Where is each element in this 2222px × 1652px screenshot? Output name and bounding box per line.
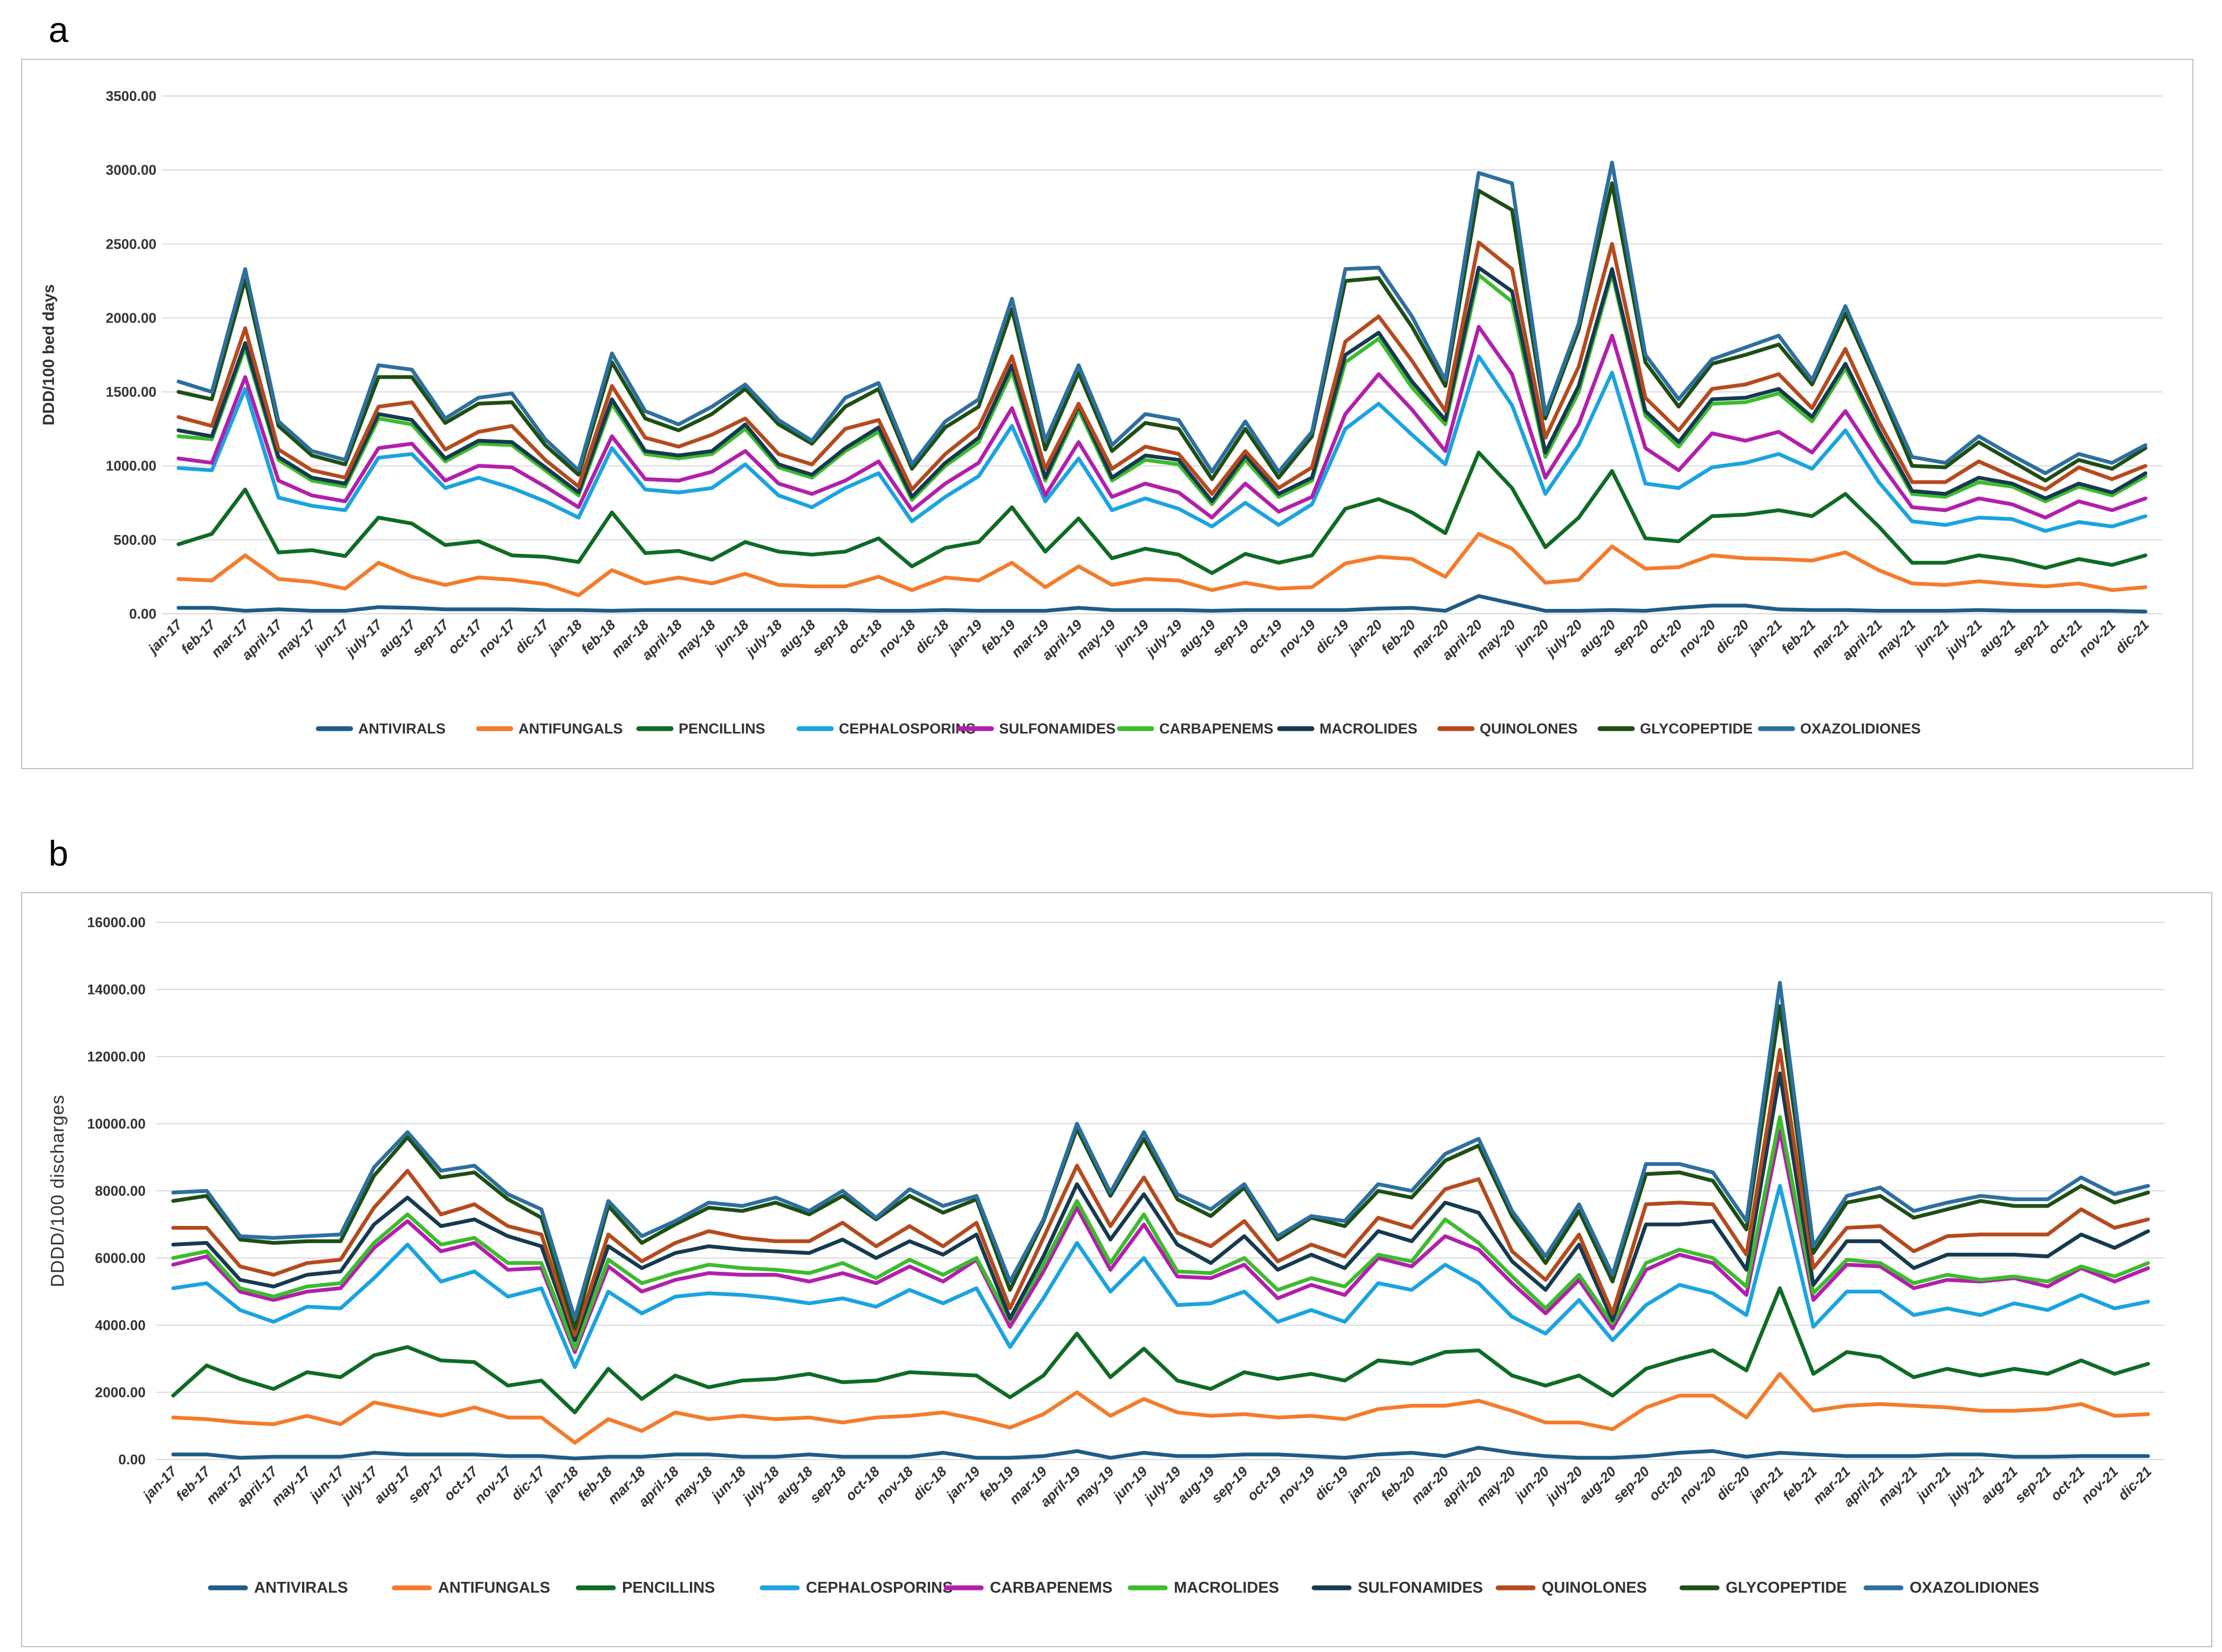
series-line-quinolones <box>171 1048 2150 1338</box>
y-tick-label: 3000.00 <box>106 162 156 178</box>
legend-item: OXAZOLIDIONES <box>1863 1579 2039 1596</box>
legend-item: MACROLIDES <box>1277 721 1418 737</box>
legend-item: CEPHALOSPORINS <box>760 1579 953 1596</box>
legend-label: MACROLIDES <box>1319 721 1418 737</box>
legend-item: CARBAPENEMS <box>1117 721 1274 737</box>
legend-label: GLYCOPEPTIDE <box>1640 721 1753 737</box>
series-line-quinolones <box>176 241 2148 496</box>
legend-label: ANTIFUNGALS <box>518 721 623 737</box>
legend-item: ANTIFUNGALS <box>476 721 623 737</box>
legend-item: MACROLIDES <box>1127 1579 1279 1596</box>
legend-item: CEPHALOSPORINS <box>796 721 976 737</box>
legend-label: ANTIVIRALS <box>358 721 446 737</box>
y-tick-label: 4000.00 <box>95 1317 146 1333</box>
y-tick-label: 14000.00 <box>87 982 146 998</box>
legend-label: OXAZOLIDIONES <box>1910 1579 2039 1596</box>
legend-label: ANTIVIRALS <box>254 1579 348 1596</box>
legend-item: PENCILLINS <box>576 1579 715 1596</box>
series-line-antifungals <box>176 532 2148 598</box>
legend-label: PENCILLINS <box>679 721 765 737</box>
series-line-glycopeptide <box>176 181 2148 483</box>
y-tick-label: 0.00 <box>118 1451 146 1468</box>
series-line-glycopeptide <box>171 1004 2150 1331</box>
y-axis-title: DDD/100 bed days <box>40 284 58 426</box>
legend-label: CARBAPENEMS <box>1159 721 1274 737</box>
legend: ANTIVIRALS ANTIFUNGALS PENCILLINS CEPHALOSP… <box>316 721 1921 737</box>
legend-label: GLYCOPEPTIDE <box>1726 1579 1847 1596</box>
y-tick-label: 12000.00 <box>87 1048 146 1065</box>
series-line-oxazolidiones <box>176 160 2148 475</box>
legend-label: CEPHALOSPORINS <box>839 721 976 737</box>
legend-item: QUINOLONES <box>1495 1579 1647 1596</box>
y-tick-label: 2500.00 <box>106 236 156 252</box>
legend-label: OXAZOLIDIONES <box>1800 721 1921 737</box>
series-line-cephalosporins <box>171 1184 2150 1369</box>
y-tick-label: 10000.00 <box>87 1116 146 1132</box>
series-line-pencillins <box>176 450 2148 575</box>
series-line-macrolides <box>176 265 2148 503</box>
legend: ANTIVIRALS ANTIFUNGALS PENCILLINS CEPHALOSP… <box>208 1579 2039 1596</box>
series-line-cephalosporins <box>176 354 2148 533</box>
y-tick-label: 2000.00 <box>95 1384 146 1401</box>
legend-item: SULFONAMIDES <box>1311 1579 1483 1596</box>
legend-label: SULFONAMIDES <box>1358 1579 1483 1596</box>
legend-item: GLYCOPEPTIDE <box>1679 1579 1847 1596</box>
y-tick-label: 16000.00 <box>87 914 146 930</box>
legend-label: SULFONAMIDES <box>999 721 1116 737</box>
series-line-oxazolidiones <box>171 981 2150 1321</box>
series-line-macrolides <box>171 1115 2150 1351</box>
legend-item: PENCILLINS <box>636 721 765 737</box>
legend-item: ANTIVIRALS <box>208 1579 348 1596</box>
series-line-carbapenems <box>176 271 2148 506</box>
chart-frame <box>21 59 2193 769</box>
legend-item: GLYCOPEPTIDE <box>1597 721 1753 737</box>
series-line-antifungals <box>171 1372 2150 1445</box>
series-line-pencillins <box>171 1286 2150 1415</box>
legend-label: CARBAPENEMS <box>990 1579 1112 1596</box>
legend-label: ANTIFUNGALS <box>438 1579 550 1596</box>
legend-item: ANTIVIRALS <box>316 721 446 737</box>
legend-item: OXAZOLIDIONES <box>1758 721 1921 737</box>
legend-item: CARBAPENEMS <box>944 1579 1112 1596</box>
legend-item: QUINOLONES <box>1437 721 1578 737</box>
series-line-antivirals <box>176 594 2148 614</box>
legend-label: MACROLIDES <box>1174 1579 1279 1596</box>
panel-b-letter: b <box>49 833 69 873</box>
series-line-sulfonamides <box>176 325 2148 520</box>
y-tick-label: 1000.00 <box>106 458 156 474</box>
y-tick-label: 2000.00 <box>106 310 156 326</box>
y-tick-label: 3500.00 <box>106 88 156 104</box>
y-axis-title: DDDD/100 discharges <box>47 1094 68 1287</box>
legend-label: QUINOLONES <box>1542 1579 1647 1596</box>
y-tick-label: 8000.00 <box>95 1183 146 1199</box>
legend-label: QUINOLONES <box>1480 721 1578 737</box>
y-tick-label: 500.00 <box>113 532 156 548</box>
chart-frame <box>21 892 2212 1647</box>
series-line-carbapenems <box>171 1128 2150 1354</box>
legend-item: ANTIFUNGALS <box>392 1579 550 1596</box>
legend-label: CEPHALOSPORINS <box>806 1579 953 1596</box>
legend-item: SULFONAMIDES <box>956 721 1116 737</box>
y-tick-label: 0.00 <box>129 606 156 622</box>
y-tick-label: 6000.00 <box>95 1250 146 1266</box>
legend-label: PENCILLINS <box>622 1579 715 1596</box>
y-tick-label: 1500.00 <box>106 384 156 400</box>
series-line-antivirals <box>171 1445 2150 1461</box>
series-line-sulfonamides <box>171 1071 2150 1342</box>
panel-a-letter: a <box>49 10 69 50</box>
